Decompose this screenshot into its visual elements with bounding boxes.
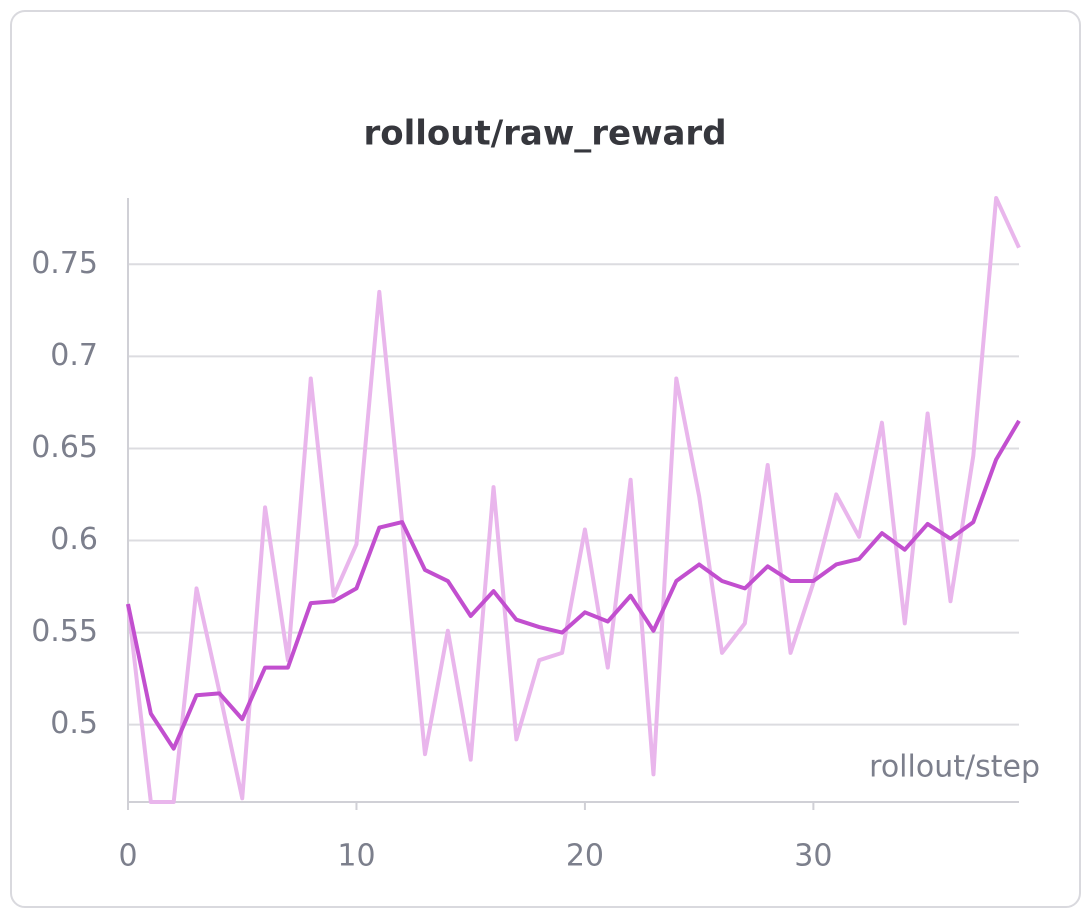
y-tick-label: 0.55: [31, 614, 98, 649]
x-tick-label: 30: [794, 839, 832, 874]
panel: [10, 10, 1081, 908]
series-line: [126, 419, 1021, 751]
y-tick-label: 0.65: [31, 430, 98, 465]
x-axis-label: rollout/step: [869, 750, 1040, 785]
series-line: [126, 196, 1021, 804]
x-tick-label: 20: [566, 839, 604, 874]
y-tick-label: 0.5: [50, 706, 98, 741]
plot-area: [126, 196, 1021, 804]
chart-title: rollout/raw_reward: [363, 114, 726, 154]
y-tick-label: 0.75: [31, 246, 98, 281]
y-tick-label: 0.7: [50, 338, 98, 373]
x-tick-label: 0: [118, 839, 137, 874]
y-tick-label: 0.6: [50, 522, 98, 557]
x-tick-label: 10: [337, 839, 375, 874]
